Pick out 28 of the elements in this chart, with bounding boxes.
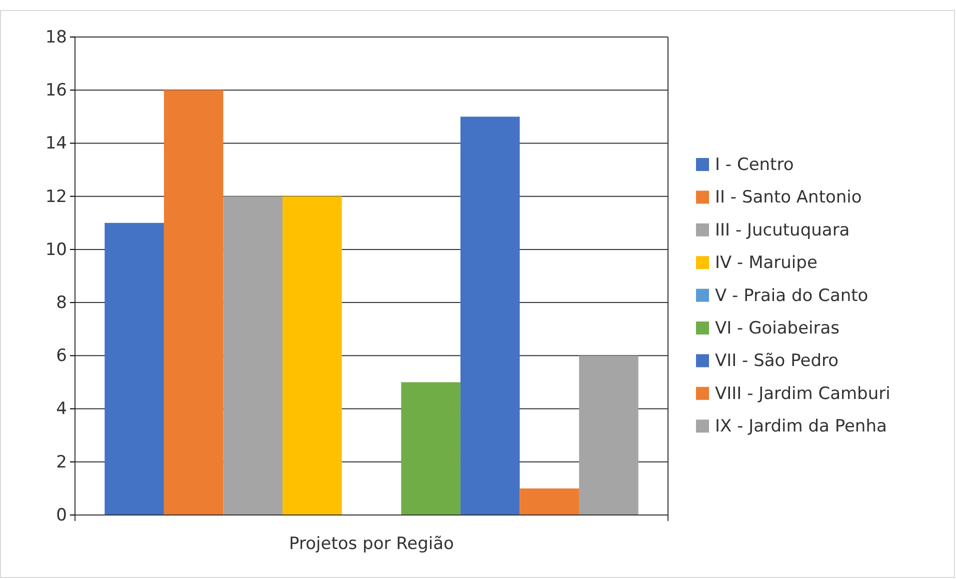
bar [164,90,224,515]
y-tick-label: 14 [45,134,67,154]
legend-label: I - Centro [715,155,794,175]
bar [282,196,342,515]
y-tick-label: 6 [56,346,67,366]
legend-label: II - Santo Antonio [715,188,862,208]
legend-label: VI - Goiabeiras [715,318,840,338]
y-tick-label: 4 [56,399,67,420]
y-tick-label: 16 [45,80,67,101]
y-tick-label: 10 [45,240,67,260]
y-tick-label: 0 [56,505,67,526]
y-tick-label: 2 [56,452,67,472]
y-tick-label: 12 [45,186,67,207]
legend-label: IV - Maruipe [715,253,818,274]
legend-label: VII - São Pedro [715,351,839,372]
bar [104,222,164,515]
bar [460,116,520,515]
legend-label: VIII - Jardim Camburi [715,384,890,404]
bar [520,488,580,515]
bar [401,382,460,515]
legend-label: IX - Jardim da Penha [715,416,887,437]
y-tick-label: 8 [56,292,67,313]
bar [579,356,638,515]
legend-label: V - Praia do Canto [715,286,868,306]
y-tick-label: 18 [45,27,67,48]
legend-label: III - Jucutuquara [715,220,850,240]
x-tick-label: Projetos por Região [289,534,454,554]
bar [223,196,283,515]
